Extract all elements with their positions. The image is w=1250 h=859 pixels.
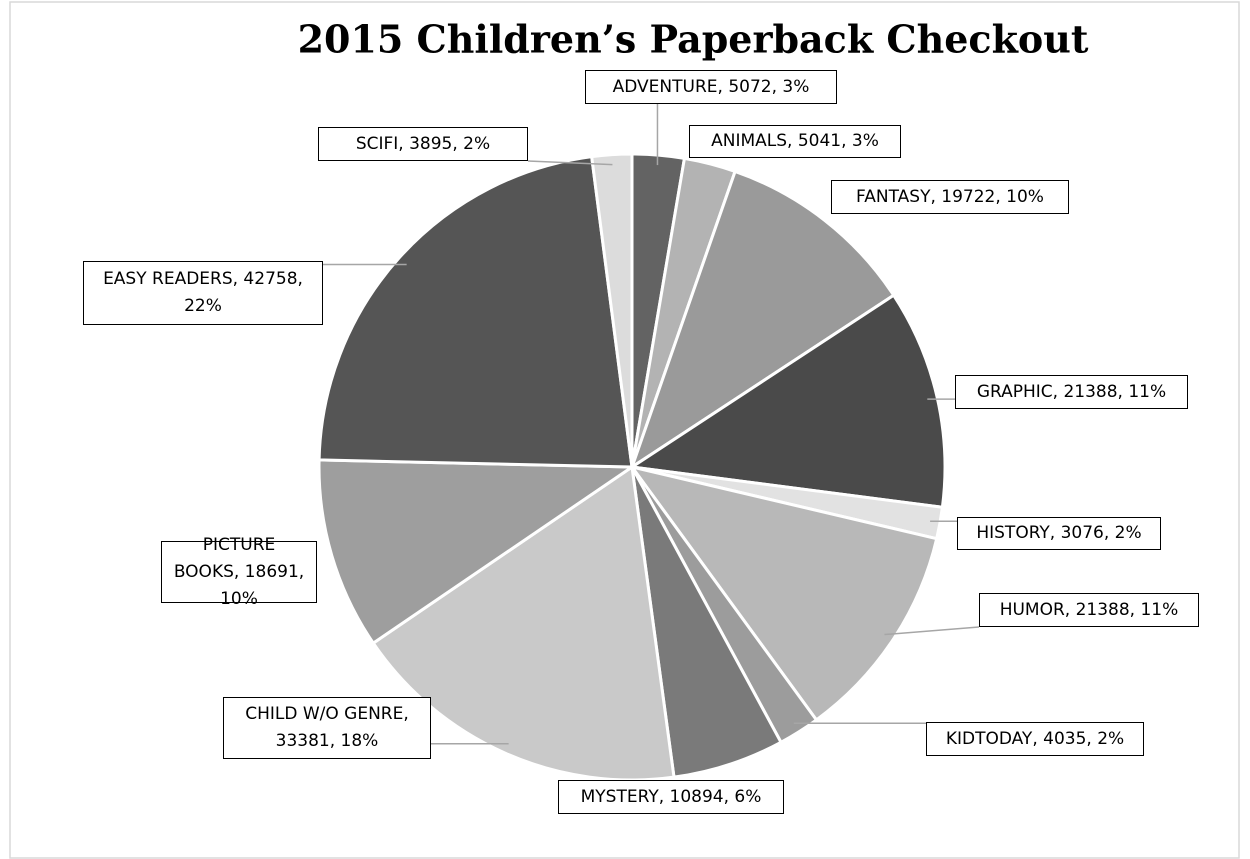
data-label: GRAPHIC, 21388, 11% xyxy=(955,375,1188,409)
data-label: FANTASY, 19722, 10% xyxy=(831,180,1069,214)
data-label: PICTURE BOOKS, 18691, 10% xyxy=(161,535,317,609)
leader-line xyxy=(884,626,980,636)
data-label: ANIMALS, 5041, 3% xyxy=(689,125,901,158)
pie-slice: CHILD W/O GENRE xyxy=(371,464,676,782)
pie-slice: HUMOR xyxy=(628,464,939,723)
data-label: HUMOR, 21388, 11% xyxy=(979,593,1199,627)
pie-slice: FANTASY xyxy=(629,169,896,471)
chart-frame xyxy=(9,1,1240,859)
pie-slice: SCIFI xyxy=(589,152,634,468)
data-label: CHILD W/O GENRE, 33381, 18% xyxy=(223,697,431,759)
leader-line xyxy=(527,160,613,166)
data-label: MYSTERY, 10894, 6% xyxy=(558,780,784,814)
data-label: ADVENTURE, 5072, 3% xyxy=(585,70,837,104)
data-label: HISTORY, 3076, 2% xyxy=(957,517,1161,550)
pie-slice: GRAPHIC xyxy=(627,293,947,509)
data-label: SCIFI, 3895, 2% xyxy=(318,127,528,161)
chart-title: 2015 Children’s Paperback Checkout xyxy=(298,17,1089,62)
data-label: KIDTODAY, 4035, 2% xyxy=(926,722,1144,756)
pie-slice: EASY READERS xyxy=(317,154,634,469)
pie-slice: PICTURE BOOKS xyxy=(317,458,637,646)
data-label: EASY READERS, 42758, 22% xyxy=(83,261,323,325)
